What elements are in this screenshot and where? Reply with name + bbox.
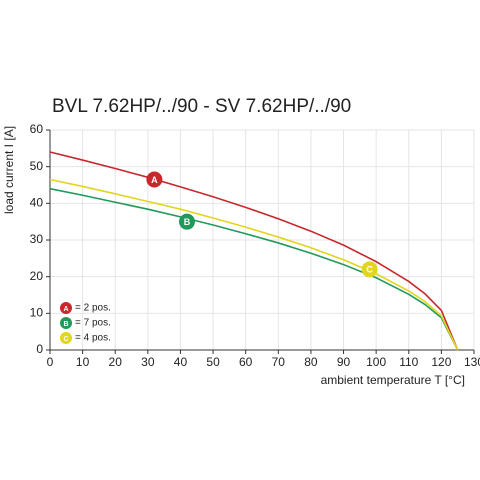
x-tick-label: 60 xyxy=(239,355,253,369)
legend-label: = 4 pos. xyxy=(75,333,111,344)
x-tick-label: 50 xyxy=(206,355,220,369)
x-axis-label: ambient temperature T [°C] xyxy=(321,373,465,387)
legend-label: = 7 pos. xyxy=(75,318,111,329)
curve-marker-letter: A xyxy=(151,175,158,185)
x-tick-label: 110 xyxy=(399,355,418,369)
x-tick-label: 30 xyxy=(141,355,155,369)
line xyxy=(49,178,459,351)
legend-badge xyxy=(60,332,72,344)
legend-badge xyxy=(60,317,72,329)
y-axis-label: load current I [A] xyxy=(2,126,16,214)
y-tick-label: 50 xyxy=(30,159,44,173)
x-tick-label: 100 xyxy=(366,355,386,369)
x-tick-label: 90 xyxy=(337,355,351,369)
x-tick-label: 20 xyxy=(109,355,123,369)
curve-marker xyxy=(146,171,163,188)
x-tick-label: 0 xyxy=(47,355,54,369)
legend-badge-letter: A xyxy=(63,306,68,313)
legend-badge-letter: B xyxy=(63,321,68,328)
y-tick-label: 0 xyxy=(36,342,43,356)
x-tick-label: 70 xyxy=(272,355,286,369)
x-tick-label: 120 xyxy=(431,355,451,369)
x-tick-label: 80 xyxy=(304,355,318,369)
line xyxy=(49,187,459,351)
legend-badge xyxy=(60,302,72,314)
curve-marker-letter: C xyxy=(366,265,373,275)
x-tick-label: 10 xyxy=(76,355,90,369)
y-tick-label: 20 xyxy=(30,269,44,283)
chart-title: BVL 7.62HP/../90 - SV 7.62HP/../90 xyxy=(52,96,351,117)
legend-label: = 2 pos. xyxy=(75,303,111,314)
curve-marker xyxy=(361,261,378,278)
legend-badge-letter: C xyxy=(63,336,68,343)
curve-marker-letter: B xyxy=(184,217,191,227)
line xyxy=(49,151,459,351)
x-tick-label: 40 xyxy=(174,355,188,369)
y-tick-label: 30 xyxy=(30,232,44,246)
y-tick-label: 40 xyxy=(30,196,44,210)
x-tick-label: 130 xyxy=(464,355,480,369)
curve-marker xyxy=(178,213,195,230)
y-tick-label: 60 xyxy=(30,122,44,136)
y-tick-label: 10 xyxy=(30,306,44,320)
